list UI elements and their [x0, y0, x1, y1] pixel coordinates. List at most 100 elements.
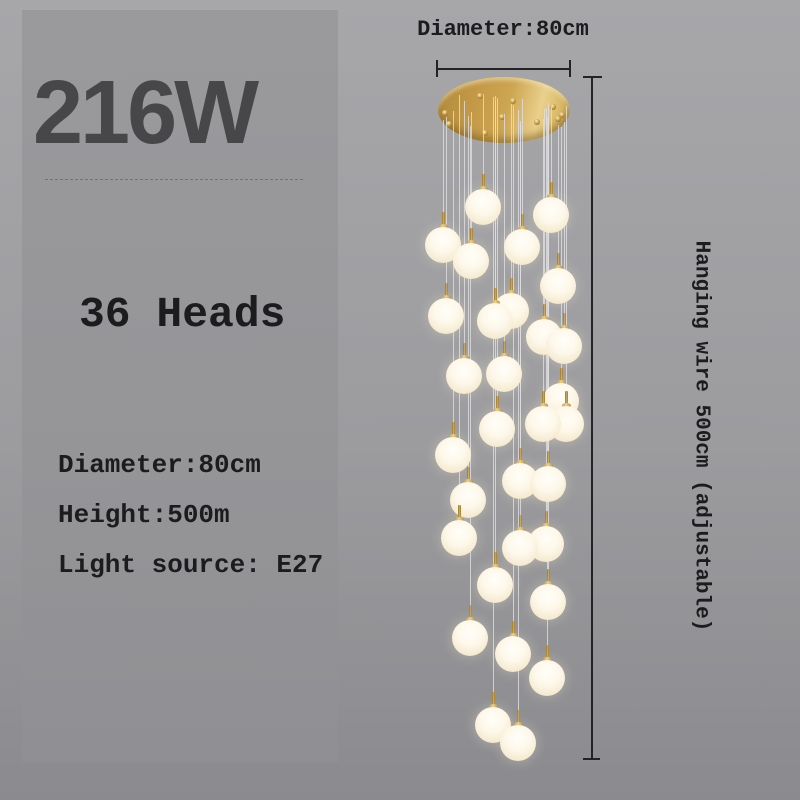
- pendant-wire: [468, 116, 469, 468]
- canopy-screw: [499, 114, 505, 120]
- canopy-screw: [442, 110, 448, 116]
- pendant-stem: [541, 391, 545, 407]
- pendant-stem: [544, 511, 548, 527]
- pendant-wire: [566, 106, 567, 392]
- pendant-stem: [491, 692, 495, 708]
- glass-ball: [450, 482, 486, 518]
- pendant-wire: [483, 94, 484, 175]
- glass-ball: [504, 229, 540, 265]
- glass-ball: [486, 356, 522, 392]
- pendant-wire: [546, 108, 547, 512]
- pendant-wire: [551, 107, 552, 183]
- pendant-collar: [499, 353, 509, 358]
- glass-ball: [477, 567, 513, 603]
- pendant-collar: [463, 479, 473, 484]
- pendant-stem: [542, 304, 546, 320]
- pendant-collar: [553, 265, 563, 270]
- pendant-wire: [504, 114, 505, 342]
- pendant-stem: [493, 552, 497, 568]
- pendant-collar: [513, 722, 523, 727]
- pendant-stem: [451, 422, 455, 438]
- pendant-stem: [457, 505, 461, 521]
- glass-ball: [540, 268, 576, 304]
- pendant-stem: [441, 212, 445, 228]
- pendant-collar: [559, 325, 569, 330]
- pendant-wire: [558, 125, 559, 254]
- diameter-dimension-line: [437, 68, 571, 70]
- glass-ball: [495, 636, 531, 672]
- pendant-collar: [466, 240, 476, 245]
- glass-ball: [533, 197, 569, 233]
- spec-diameter: Diameter:80cm: [58, 450, 261, 480]
- pendant-stem: [469, 228, 473, 244]
- pendant-stem: [516, 710, 520, 726]
- pendant-collar: [459, 355, 469, 360]
- canopy-screw: [559, 112, 565, 118]
- canopy-screw: [550, 104, 556, 110]
- pendant-wire: [522, 99, 523, 215]
- pendant-stem: [462, 343, 466, 359]
- pendant-collar: [546, 194, 556, 199]
- pendant-collar: [542, 657, 552, 662]
- pendant-wire: [471, 112, 472, 229]
- pendant-collar: [517, 226, 527, 231]
- pendant-wire: [443, 120, 444, 213]
- pendant-collar: [538, 403, 548, 408]
- pendant-collar: [488, 704, 498, 709]
- pendant-collar: [490, 300, 500, 305]
- pendant-wire: [561, 127, 562, 369]
- pendant-collar: [541, 523, 551, 528]
- pendant-collar: [438, 224, 448, 229]
- heads-count-label: 36 Heads: [79, 290, 286, 339]
- pendant-stem: [520, 214, 524, 230]
- pendant-stem: [444, 283, 448, 299]
- glass-ball: [428, 298, 464, 334]
- pendant-collar: [490, 564, 500, 569]
- pendant-collar: [492, 408, 502, 413]
- glass-ball: [465, 189, 501, 225]
- glass-ball: [446, 358, 482, 394]
- canopy-screw: [510, 98, 516, 104]
- pendant-stem: [518, 515, 522, 531]
- pendant-stem: [481, 174, 485, 190]
- dashed-divider: [45, 179, 303, 180]
- pendant-stem: [466, 467, 470, 483]
- pendant-wire: [547, 118, 548, 646]
- glass-ball: [452, 620, 488, 656]
- pendant-collar: [515, 460, 525, 465]
- pendant-stem: [549, 182, 553, 198]
- pendant-collar: [543, 463, 553, 468]
- pendant-stem: [556, 253, 560, 269]
- pendant-collar: [515, 527, 525, 532]
- canopy-screw: [555, 116, 561, 122]
- pendant-stem: [511, 621, 515, 637]
- pendant-stem: [559, 368, 563, 384]
- glass-ball: [525, 406, 561, 442]
- glass-ball: [435, 437, 471, 473]
- pendant-stem: [564, 391, 568, 407]
- wattage-label: 216W: [33, 63, 259, 163]
- pendant-collar: [556, 380, 566, 385]
- diameter-dimension-tick-right: [569, 60, 571, 77]
- pendant-collar: [561, 403, 571, 408]
- pendant-stem: [468, 605, 472, 621]
- pendant-collar: [508, 633, 518, 638]
- pendant-stem: [502, 341, 506, 357]
- spec-light-source: Light source: E27: [58, 550, 324, 580]
- glass-ball: [453, 243, 489, 279]
- glass-ball: [500, 725, 536, 761]
- pendant-stem: [545, 645, 549, 661]
- pendant-collar: [448, 434, 458, 439]
- pendant-wire: [497, 98, 498, 397]
- hanging-wire-dimension-tick-bottom: [583, 758, 600, 760]
- pendant-collar: [454, 517, 464, 522]
- pendant-stem: [546, 451, 550, 467]
- diameter-dimension-label: Diameter:80cm: [417, 17, 589, 42]
- pendant-stem: [546, 569, 550, 585]
- pendant-wire: [459, 95, 460, 506]
- glass-ball: [479, 411, 515, 447]
- pendant-stem: [495, 396, 499, 412]
- glass-ball: [530, 584, 566, 620]
